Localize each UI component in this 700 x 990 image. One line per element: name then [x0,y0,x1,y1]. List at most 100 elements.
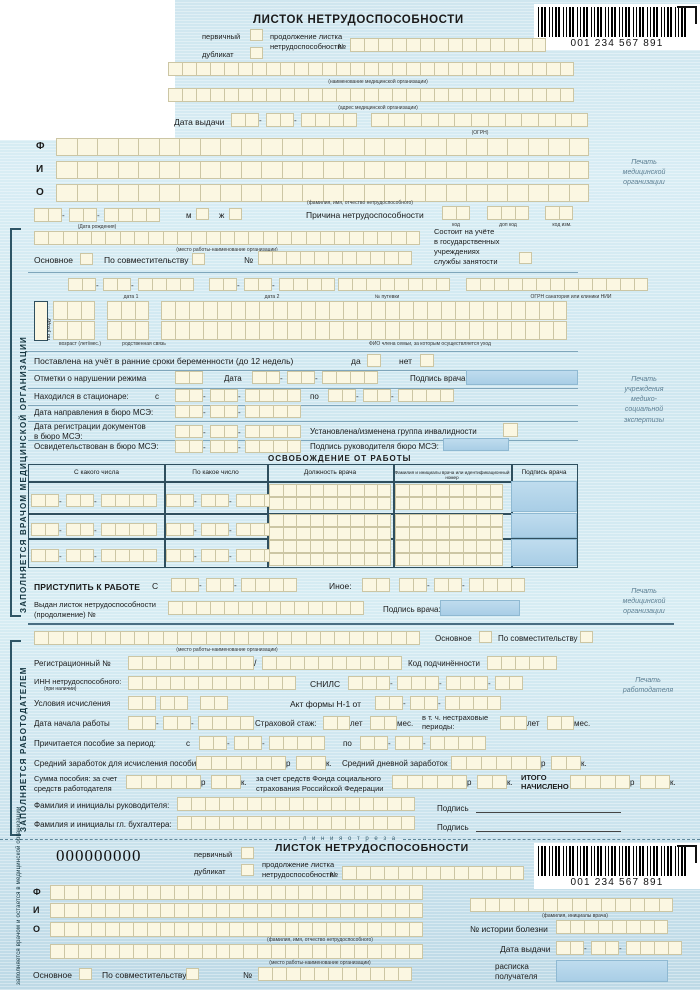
input-birth-month[interactable] [69,208,97,222]
input-snils-part3[interactable] [446,676,488,690]
input-release-r3-doctor-line2[interactable] [395,553,503,566]
input-release-r1-position[interactable] [269,484,391,497]
input-release-r3-from-month[interactable] [66,549,94,562]
input-mse-registration-day[interactable] [175,425,203,438]
input-benefit-employer[interactable] [126,775,201,789]
input-noninsured-years[interactable] [500,716,527,730]
input-release-r2-from-year[interactable] [101,523,157,536]
signature-field-return[interactable] [440,600,520,616]
input-ogrn[interactable] [371,113,588,127]
input-accountant-name[interactable] [177,816,415,830]
input-care-relation-row1[interactable] [107,301,149,320]
input-avg-daily[interactable] [451,756,541,770]
input-act-h1-year[interactable] [445,696,501,710]
input-release-r2-doctor-line2[interactable] [395,527,503,540]
input-care-age-row1[interactable] [53,301,95,320]
checkbox-stub-main[interactable] [79,968,92,980]
input-mse-exam-month[interactable] [210,440,238,453]
input-work-start-month[interactable] [163,716,191,730]
input-stub-patronymic[interactable] [50,922,423,937]
input-regime-date-year[interactable] [322,371,378,384]
input-hospital-from-year[interactable] [245,389,301,402]
signature-field-receipt[interactable] [556,960,668,982]
input-mse-referral-month[interactable] [210,405,238,418]
input-release-r2-position-line2[interactable] [269,527,391,540]
input-release-r2-to-month[interactable] [201,523,229,536]
input-benefit-from-year[interactable] [269,736,325,750]
input-return-month[interactable] [206,578,234,592]
input-issued-certificate-number[interactable] [168,601,364,615]
input-benefit-from-month[interactable] [234,736,262,750]
input-subordination-code[interactable] [487,656,557,670]
input-sanatorium-date1-day[interactable] [68,278,96,291]
input-mse-exam-day[interactable] [175,440,203,453]
input-calc-conditions-1[interactable] [128,696,156,710]
input-mse-referral-year[interactable] [245,405,301,418]
input-org-name[interactable] [168,62,574,76]
input-avg-earnings-kop[interactable] [296,756,326,770]
input-return-day[interactable] [171,578,199,592]
input-release-r2-doctor[interactable] [395,514,503,527]
signature-field-regime[interactable] [466,370,578,385]
input-stub-surname[interactable] [50,885,423,900]
input-mse-registration-month[interactable] [210,425,238,438]
input-care-member-fio-row1[interactable] [161,301,567,320]
input-other-year[interactable] [469,578,525,592]
input-act-h1-month[interactable] [410,696,438,710]
input-calc-conditions-3[interactable] [200,696,228,710]
input-snils-part4[interactable] [495,676,523,690]
input-hospital-from-month[interactable] [210,389,238,402]
input-benefit-fss-kop[interactable] [477,775,507,789]
input-inn[interactable] [128,676,296,690]
input-avg-earnings[interactable] [196,756,286,770]
signature-field-mse-head[interactable] [443,438,509,451]
input-stub-issue-month[interactable] [591,941,619,955]
input-release-r3-position-line2[interactable] [269,553,391,566]
input-stub-issue-day[interactable] [556,941,584,955]
signature-field-release-r1[interactable] [511,481,577,512]
input-release-r2-to-day[interactable] [166,523,194,536]
checkbox-employment-service[interactable] [519,252,532,264]
input-other-day[interactable] [399,578,427,592]
checkbox-stub-primary[interactable] [241,847,254,859]
input-stub-issue-year[interactable] [626,941,682,955]
input-benefit-fss[interactable] [392,775,467,789]
input-birth-day[interactable] [34,208,62,222]
input-release-r3-to-day[interactable] [166,549,194,562]
input-patronymic[interactable] [56,184,589,202]
checkbox-stub-duplicate[interactable] [241,864,254,876]
input-job-number[interactable] [258,251,412,265]
input-benefit-to-month[interactable] [395,736,423,750]
input-stub-firstname[interactable] [50,903,423,918]
input-workplace[interactable] [34,231,421,245]
input-work-start-day[interactable] [128,716,156,730]
input-total-accrued[interactable] [570,775,630,789]
checkbox-employer-main[interactable] [479,631,492,643]
checkbox-pregnancy-no[interactable] [420,354,434,367]
signature-line-head[interactable] [476,812,621,813]
input-stub-number[interactable] [258,967,412,981]
input-registration-number-part2[interactable] [262,656,402,670]
checkbox-employer-parttime[interactable] [580,631,593,643]
input-birth-year[interactable] [104,208,160,222]
input-org-address[interactable] [168,88,574,102]
input-snils-part1[interactable] [348,676,390,690]
input-release-r1-position-line2[interactable] [269,497,391,510]
input-care-member-fio-row2[interactable] [161,321,567,340]
input-release-r3-from-year[interactable] [101,549,157,562]
input-additional-code[interactable] [487,206,529,220]
input-stub-workplace[interactable] [50,944,423,959]
input-total-accrued-kop[interactable] [640,775,670,789]
input-release-r1-from-month[interactable] [66,494,94,507]
input-employer-workplace[interactable] [34,631,421,645]
input-sanatorium-date1-month[interactable] [103,278,131,291]
input-case-history-number[interactable] [556,920,668,934]
input-mse-registration-year[interactable] [245,425,301,438]
input-release-r1-doctor[interactable] [395,484,503,497]
input-care-relation-row2[interactable] [107,321,149,340]
input-sanatorium-date2-day[interactable] [209,278,237,291]
input-mse-referral-day[interactable] [175,405,203,418]
input-stub-continuation-number[interactable] [342,866,524,880]
input-reason-code[interactable] [442,206,470,220]
input-snils-part2[interactable] [397,676,439,690]
